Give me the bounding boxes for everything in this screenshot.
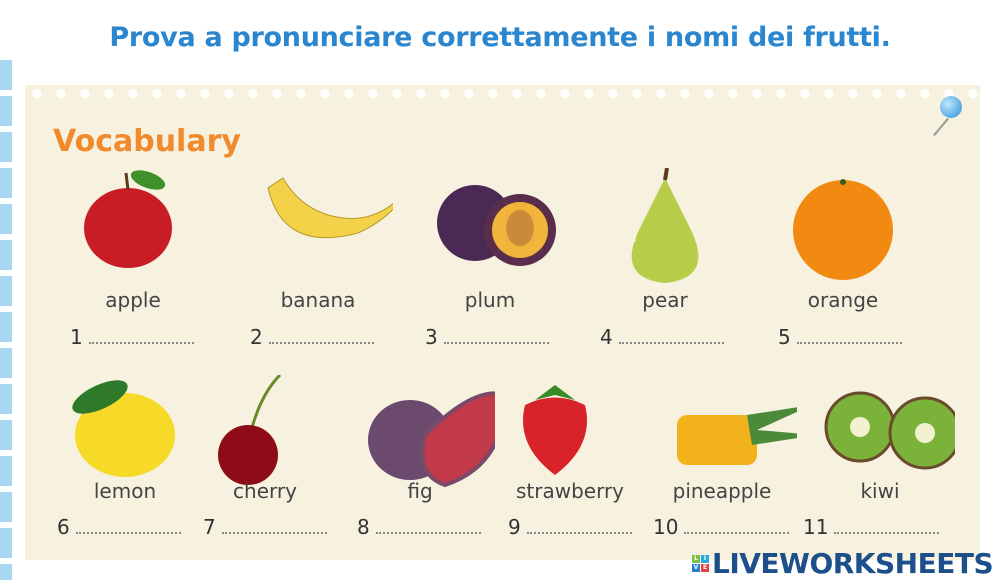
section-title: Vocabulary xyxy=(53,124,241,159)
answer-number: 2 xyxy=(250,325,263,349)
logo-icon: L I V E xyxy=(692,555,709,572)
answer-blank[interactable] xyxy=(75,532,181,534)
lemon-image xyxy=(50,375,200,494)
answer-field-6[interactable]: 6 xyxy=(57,515,181,539)
answer-number: 5 xyxy=(778,325,791,349)
lemon-label: lemon xyxy=(93,479,157,503)
answer-field-4[interactable]: 4 xyxy=(600,325,724,349)
cherry-label: cherry xyxy=(233,479,297,503)
pushpin-icon xyxy=(940,96,962,118)
answer-number: 8 xyxy=(357,515,370,539)
answer-blank[interactable] xyxy=(443,342,549,344)
answer-blank[interactable] xyxy=(221,532,327,534)
answer-field-11[interactable]: 11 xyxy=(803,515,940,539)
answer-blank[interactable] xyxy=(796,342,902,344)
answer-blank[interactable] xyxy=(618,342,724,344)
answer-number: 1 xyxy=(70,325,83,349)
fig-image xyxy=(345,375,508,494)
apple-label: apple xyxy=(105,288,161,312)
answer-blank[interactable] xyxy=(834,532,940,534)
banana-label: banana xyxy=(280,288,356,312)
pear-label: pear xyxy=(642,288,688,312)
answer-field-3[interactable]: 3 xyxy=(425,325,549,349)
plum-image xyxy=(415,168,565,287)
liveworksheets-logo: L I V E LIVEWORKSHEETS xyxy=(692,547,994,580)
answer-number: 9 xyxy=(508,515,521,539)
answer-field-8[interactable]: 8 xyxy=(357,515,481,539)
logo-text: LIVEWORKSHEETS xyxy=(712,547,994,580)
answer-number: 4 xyxy=(600,325,613,349)
strawberry-label: strawberry xyxy=(515,479,625,503)
worksheet-panel xyxy=(25,85,980,560)
cherry-image xyxy=(190,373,340,494)
apple-image xyxy=(58,168,208,287)
answer-number: 6 xyxy=(57,515,70,539)
answer-field-7[interactable]: 7 xyxy=(203,515,327,539)
answer-number: 11 xyxy=(803,515,829,539)
pear-image xyxy=(590,167,740,287)
instruction-title: Prova a pronunciare correttamente i nomi… xyxy=(109,22,891,53)
orange-image xyxy=(768,168,918,287)
pineapple-image xyxy=(647,375,817,494)
banana-image xyxy=(243,168,414,287)
plum-label: plum xyxy=(464,288,516,312)
answer-field-9[interactable]: 9 xyxy=(508,515,632,539)
panel-scalloped-edge xyxy=(25,88,980,102)
answer-blank[interactable] xyxy=(268,342,374,344)
answer-field-10[interactable]: 10 xyxy=(653,515,790,539)
answer-blank[interactable] xyxy=(375,532,481,534)
kiwi-label: kiwi xyxy=(860,479,900,503)
strawberry-image xyxy=(495,375,645,494)
answer-field-5[interactable]: 5 xyxy=(778,325,902,349)
answer-field-1[interactable]: 1 xyxy=(70,325,194,349)
answer-number: 7 xyxy=(203,515,216,539)
fig-label: fig xyxy=(407,479,433,503)
kiwi-image xyxy=(805,375,962,494)
answer-field-2[interactable]: 2 xyxy=(250,325,374,349)
answer-number: 3 xyxy=(425,325,438,349)
answer-blank[interactable] xyxy=(526,532,632,534)
pineapple-label: pineapple xyxy=(672,479,772,503)
answer-blank[interactable] xyxy=(684,532,790,534)
answer-blank[interactable] xyxy=(88,342,194,344)
orange-label: orange xyxy=(807,288,879,312)
answer-number: 10 xyxy=(653,515,679,539)
left-border-strip xyxy=(0,60,12,580)
